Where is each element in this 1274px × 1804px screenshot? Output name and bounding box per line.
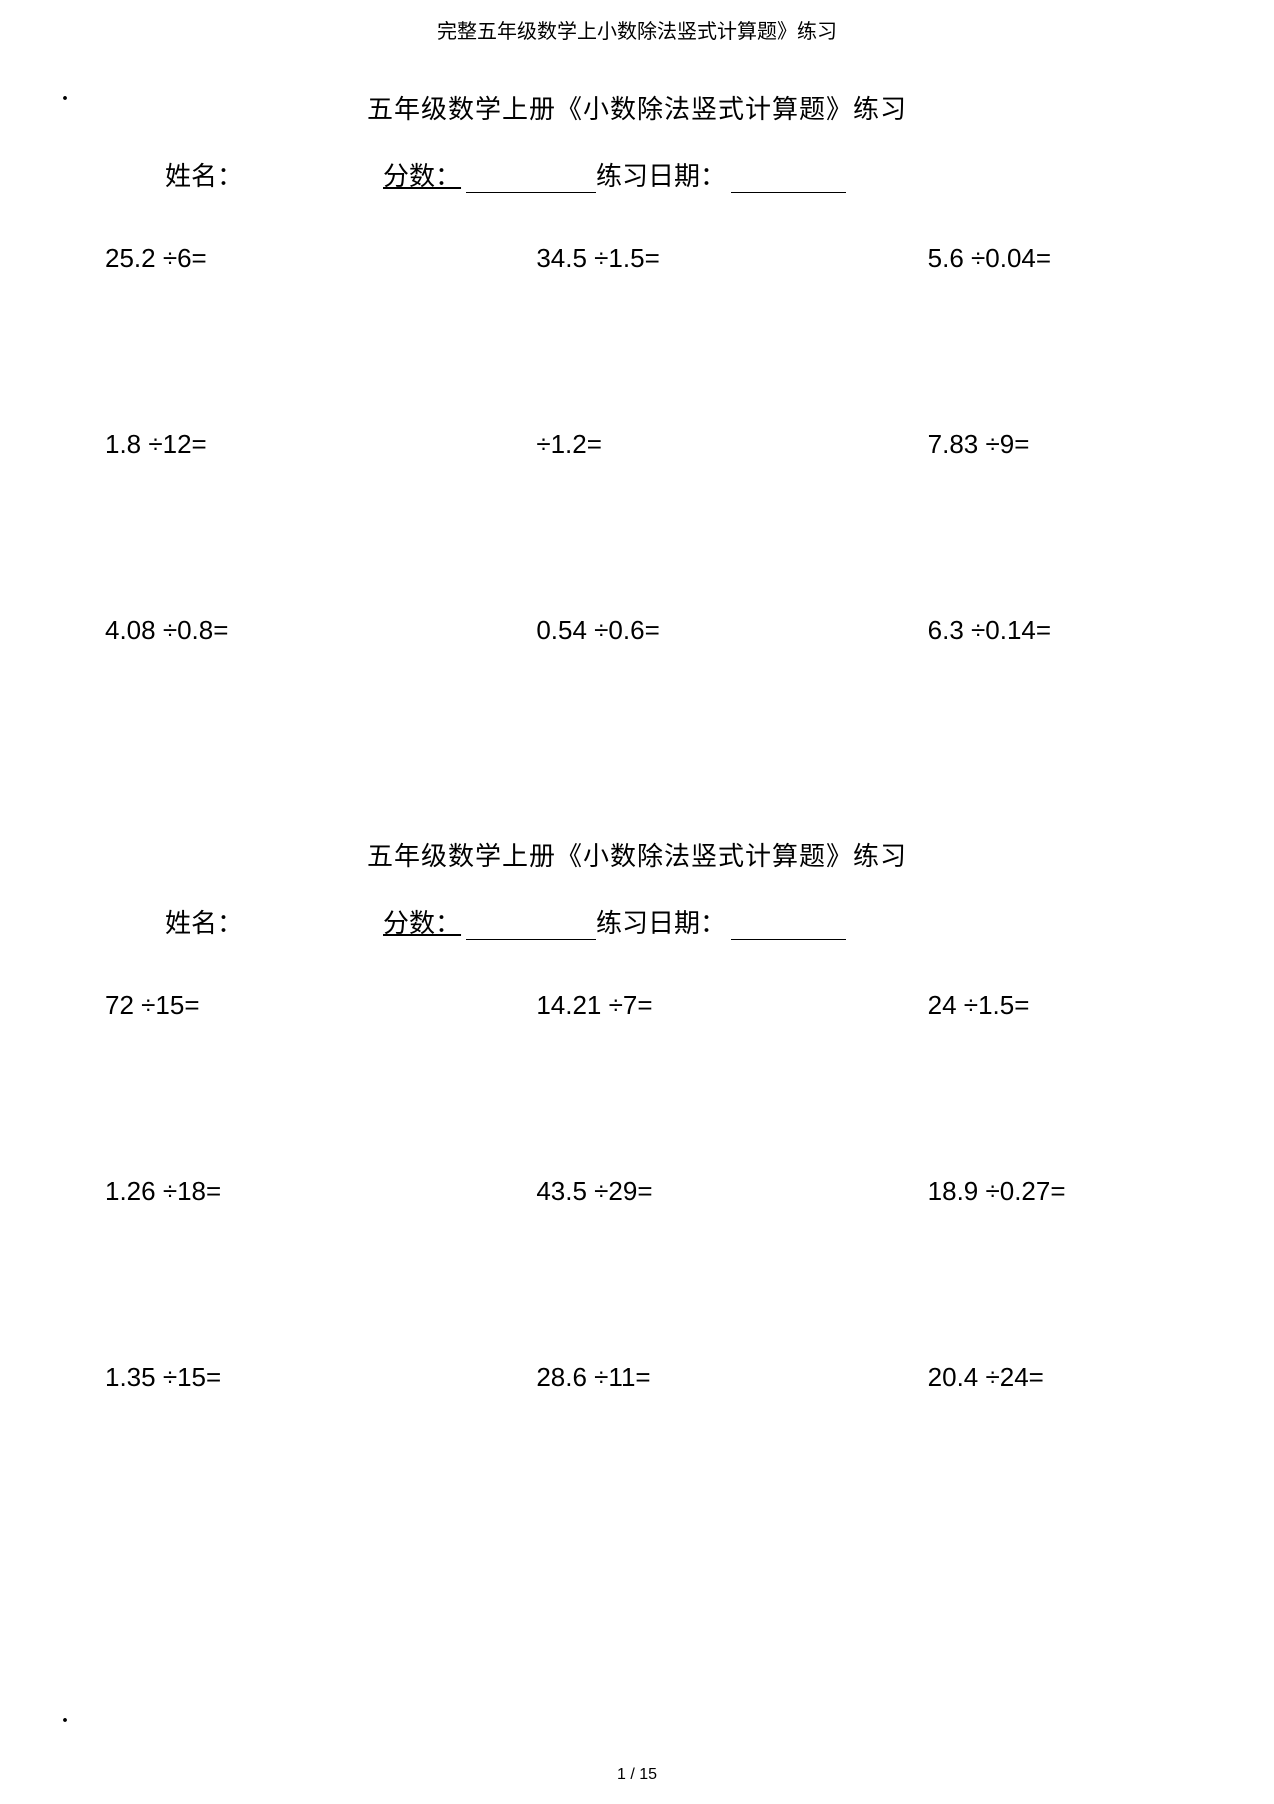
problem-cell: 72 ÷15= bbox=[105, 990, 446, 1021]
problem-cell: 6.3 ÷0.14= bbox=[828, 615, 1169, 646]
problem-cell: 20.4 ÷24= bbox=[828, 1362, 1169, 1393]
problem-cell: ÷1.2= bbox=[466, 429, 807, 460]
problem-cell: 1.35 ÷15= bbox=[105, 1362, 446, 1393]
date-group: 练习日期： bbox=[596, 903, 846, 940]
problem-cell: 1.26 ÷18= bbox=[105, 1176, 446, 1207]
score-group: 分数： bbox=[383, 903, 596, 940]
problem-cell: 24 ÷1.5= bbox=[828, 990, 1169, 1021]
score-blank bbox=[466, 912, 596, 940]
name-label: 姓名： bbox=[165, 156, 243, 193]
dot-marker-bottom: . bbox=[62, 1702, 68, 1729]
worksheet-2-title: 五年级数学上册《小数除法竖式计算题》练习 bbox=[105, 836, 1169, 873]
score-label: 分数： bbox=[383, 162, 461, 191]
problem-cell: 0.54 ÷0.6= bbox=[466, 615, 807, 646]
worksheet-section-2: 五年级数学上册《小数除法竖式计算题》练习 姓名： 分数： 练习日期： 72 ÷1… bbox=[105, 836, 1169, 1393]
dot-marker-top: . bbox=[62, 80, 68, 107]
date-blank bbox=[731, 912, 846, 940]
worksheet-1-problems: 25.2 ÷6= 34.5 ÷1.5= 5.6 ÷0.04= 1.8 ÷12= … bbox=[105, 243, 1169, 646]
score-group: 分数： bbox=[383, 156, 596, 193]
page-footer: 1 / 15 bbox=[0, 1766, 1274, 1784]
main-content: 五年级数学上册《小数除法竖式计算题》练习 姓名： 分数： 练习日期： 25.2 … bbox=[0, 89, 1274, 1393]
date-label: 练习日期： bbox=[596, 162, 726, 191]
problem-cell: 28.6 ÷11= bbox=[466, 1362, 807, 1393]
problem-cell: 34.5 ÷1.5= bbox=[466, 243, 807, 274]
problem-cell: 5.6 ÷0.04= bbox=[828, 243, 1169, 274]
problem-cell: 1.8 ÷12= bbox=[105, 429, 446, 460]
worksheet-1-info-row: 姓名： 分数： 练习日期： bbox=[105, 156, 1169, 193]
problem-cell: 43.5 ÷29= bbox=[466, 1176, 807, 1207]
worksheet-1-title: 五年级数学上册《小数除法竖式计算题》练习 bbox=[105, 89, 1169, 126]
score-label: 分数： bbox=[383, 909, 461, 938]
page-header-title: 完整五年级数学上小数除法竖式计算题》练习 bbox=[0, 0, 1274, 44]
problem-cell: 18.9 ÷0.27= bbox=[828, 1176, 1169, 1207]
worksheet-2-problems: 72 ÷15= 14.21 ÷7= 24 ÷1.5= 1.26 ÷18= 43.… bbox=[105, 990, 1169, 1393]
problem-cell: 7.83 ÷9= bbox=[828, 429, 1169, 460]
date-group: 练习日期： bbox=[596, 156, 846, 193]
problem-cell: 25.2 ÷6= bbox=[105, 243, 446, 274]
score-blank bbox=[466, 165, 596, 193]
worksheet-section-1: 五年级数学上册《小数除法竖式计算题》练习 姓名： 分数： 练习日期： 25.2 … bbox=[105, 89, 1169, 646]
name-label: 姓名： bbox=[165, 903, 243, 940]
problem-cell: 4.08 ÷0.8= bbox=[105, 615, 446, 646]
worksheet-2-info-row: 姓名： 分数： 练习日期： bbox=[105, 903, 1169, 940]
pagination: 1 / 15 bbox=[617, 1766, 657, 1783]
date-label: 练习日期： bbox=[596, 909, 726, 938]
problem-cell: 14.21 ÷7= bbox=[466, 990, 807, 1021]
date-blank bbox=[731, 165, 846, 193]
